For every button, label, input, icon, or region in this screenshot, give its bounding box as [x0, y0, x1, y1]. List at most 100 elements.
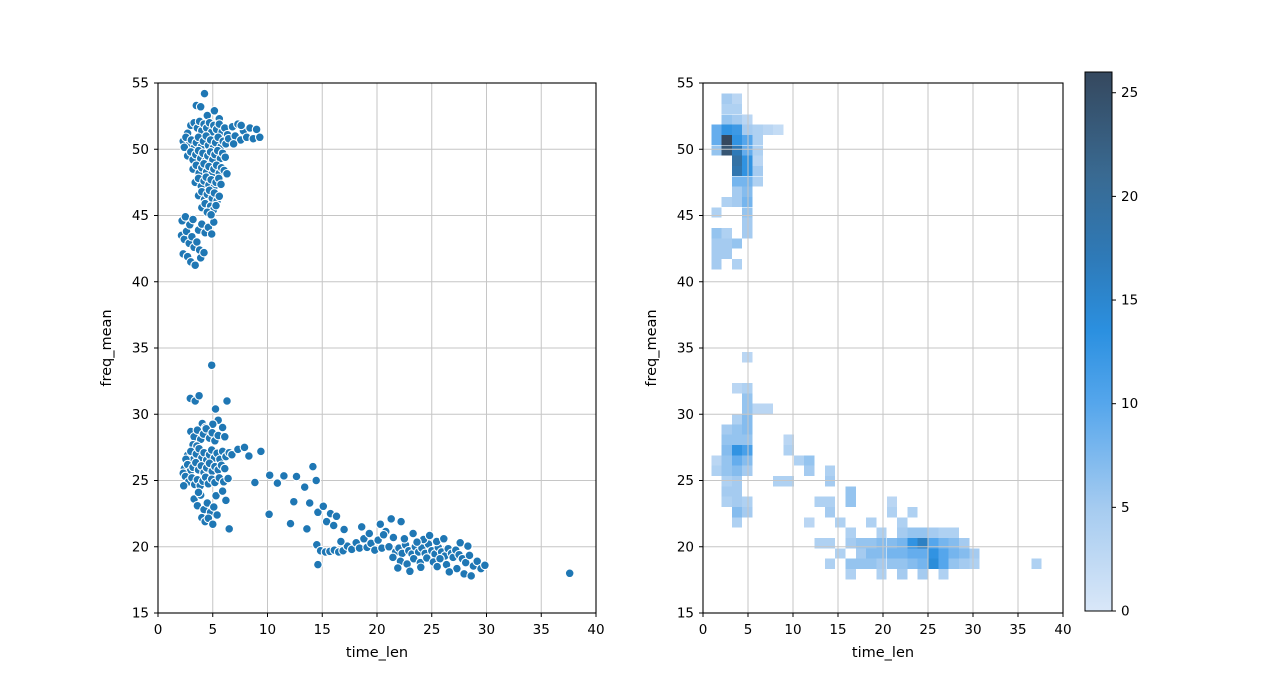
y-axis-label: freq_mean — [99, 309, 115, 386]
histogram-cell — [731, 496, 743, 508]
histogram-cell — [731, 93, 743, 104]
scatter-point — [396, 516, 406, 527]
histogram-cell — [742, 145, 753, 156]
scatter-point — [244, 451, 254, 461]
scatter-point — [356, 522, 367, 532]
histogram-cell — [917, 569, 929, 580]
histogram-cell — [731, 414, 743, 425]
scatter-point — [408, 528, 418, 539]
histogram-cell — [731, 445, 743, 456]
histogram-cell — [721, 465, 732, 477]
scatter-point — [216, 179, 226, 190]
histogram-cell — [721, 228, 732, 239]
histogram-cell — [721, 434, 732, 446]
histogram-cell — [711, 465, 722, 477]
histogram-cell — [711, 248, 722, 259]
y-axis-label: freq_mean — [644, 309, 660, 386]
histogram-cell — [948, 538, 960, 549]
histogram-cell — [876, 558, 887, 570]
histogram-cell — [886, 548, 898, 559]
histogram-cell — [721, 238, 732, 249]
histogram-cell — [948, 527, 960, 539]
colorbar-tick-label: 15 — [1121, 293, 1138, 309]
histogram-cell — [731, 196, 743, 208]
y-tick-label: 55 — [132, 76, 149, 92]
scatter-point — [214, 191, 225, 202]
histogram-cell — [721, 445, 732, 456]
colorbar-tick-label: 10 — [1121, 396, 1138, 412]
histogram-cell — [731, 383, 743, 394]
scatter-point — [313, 507, 323, 518]
histogram-cell — [742, 465, 753, 477]
scatter-point — [193, 487, 204, 498]
histogram-cell — [742, 186, 753, 197]
histogram-cell — [742, 445, 753, 456]
histogram-cell — [814, 538, 825, 549]
histogram-cell — [752, 145, 763, 156]
histogram-cell — [907, 548, 918, 559]
histogram-cell — [773, 124, 784, 135]
histogram-cell — [845, 558, 856, 570]
histogram-cell — [752, 134, 763, 146]
histogram-cell — [731, 114, 743, 125]
histogram-cell — [711, 259, 722, 270]
scatter-point — [328, 520, 339, 531]
scatter-point — [264, 470, 275, 481]
histogram-cell — [907, 558, 918, 570]
histogram-cell — [783, 434, 794, 446]
scatter-point — [207, 519, 218, 530]
histogram-cell — [793, 455, 805, 466]
scatter-point — [190, 260, 201, 271]
histogram-cell — [845, 538, 856, 549]
histogram-cell — [866, 517, 877, 528]
y-tick-label: 45 — [677, 208, 694, 224]
histogram-cell — [721, 93, 732, 104]
histogram-cell — [711, 134, 722, 146]
scatter-point — [444, 567, 455, 577]
histogram-cell — [742, 383, 753, 394]
histogram-cell — [845, 527, 856, 539]
histogram-cell — [742, 134, 753, 146]
histogram-cell — [742, 228, 753, 239]
x-axis-label: time_len — [346, 645, 408, 661]
histogram-cell — [762, 124, 774, 135]
y-tick-label: 25 — [132, 473, 149, 489]
histogram-cell — [855, 538, 867, 549]
scatter-point — [224, 524, 235, 534]
histogram-cell — [721, 124, 732, 135]
y-tick-label: 15 — [132, 606, 149, 622]
histogram-cell — [742, 165, 753, 177]
histogram-cell — [731, 476, 743, 487]
scatter-point — [339, 524, 349, 535]
scatter-point — [386, 514, 397, 524]
histogram-cell — [938, 569, 949, 580]
scatter-point — [219, 431, 230, 442]
scatter-point — [254, 132, 265, 143]
histogram-cell — [742, 393, 753, 404]
colorbar — [1084, 71, 1113, 612]
scatter-point — [308, 461, 318, 472]
x-tick-label: 20 — [874, 622, 891, 638]
histogram-cell — [742, 207, 753, 218]
scatter-point — [195, 101, 206, 112]
scatter-point — [564, 568, 575, 579]
y-tick-label: 20 — [132, 539, 149, 555]
histogram-cells — [711, 93, 1042, 580]
scatter-point — [219, 463, 230, 474]
histogram-cell — [928, 558, 939, 570]
histogram-cell — [742, 455, 753, 466]
histogram-cell — [959, 548, 970, 559]
histogram-cell — [886, 558, 898, 570]
histogram-cell — [804, 455, 815, 466]
colorbar-tick-label: 0 — [1121, 604, 1130, 620]
x-tick-label: 5 — [208, 622, 217, 638]
y-tick-label: 45 — [132, 208, 149, 224]
scatter-point — [210, 404, 221, 414]
scatter-point — [331, 511, 342, 522]
histogram-cell — [711, 238, 722, 249]
histogram-cell — [742, 424, 753, 435]
histogram-cell — [721, 424, 732, 435]
x-tick-label: 5 — [744, 622, 753, 638]
histogram-cell — [855, 548, 867, 559]
histogram-cell — [845, 569, 856, 580]
